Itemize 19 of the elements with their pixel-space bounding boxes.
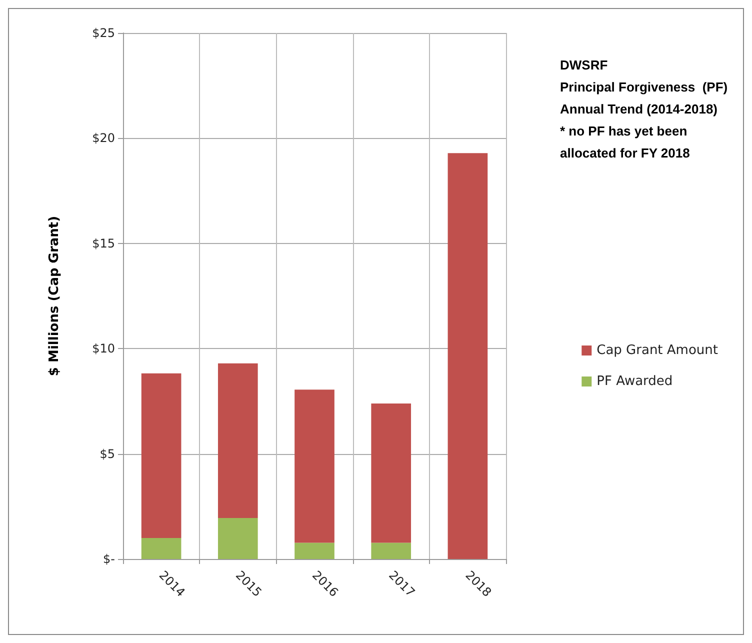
bar (294, 390, 334, 543)
bar (448, 153, 488, 559)
bar (141, 538, 182, 559)
text: DWSRF Principal Forgiveness (PF) Annual Trend (2014-2018) * no PF has yet been allocated for FY 2018 (560, 58, 728, 160)
bar (371, 542, 412, 559)
y-tick-label: $- (103, 552, 115, 566)
y-tick-label: $20 (92, 131, 115, 146)
legend-label: PF Awarded (596, 374, 673, 389)
bar (141, 373, 182, 538)
y-tick-label: $25 (92, 26, 115, 40)
bar (294, 542, 334, 559)
bar (371, 404, 412, 543)
bar (218, 363, 258, 518)
y-axis-title: $ Millions (Cap Grant) (47, 216, 62, 376)
legend-label: Cap Grant Amount (596, 343, 718, 358)
y-tick-label: $15 (92, 236, 115, 250)
bar (218, 518, 258, 559)
y-tick-label: $5 (100, 446, 115, 461)
y-tick-label: $10 (92, 342, 115, 356)
